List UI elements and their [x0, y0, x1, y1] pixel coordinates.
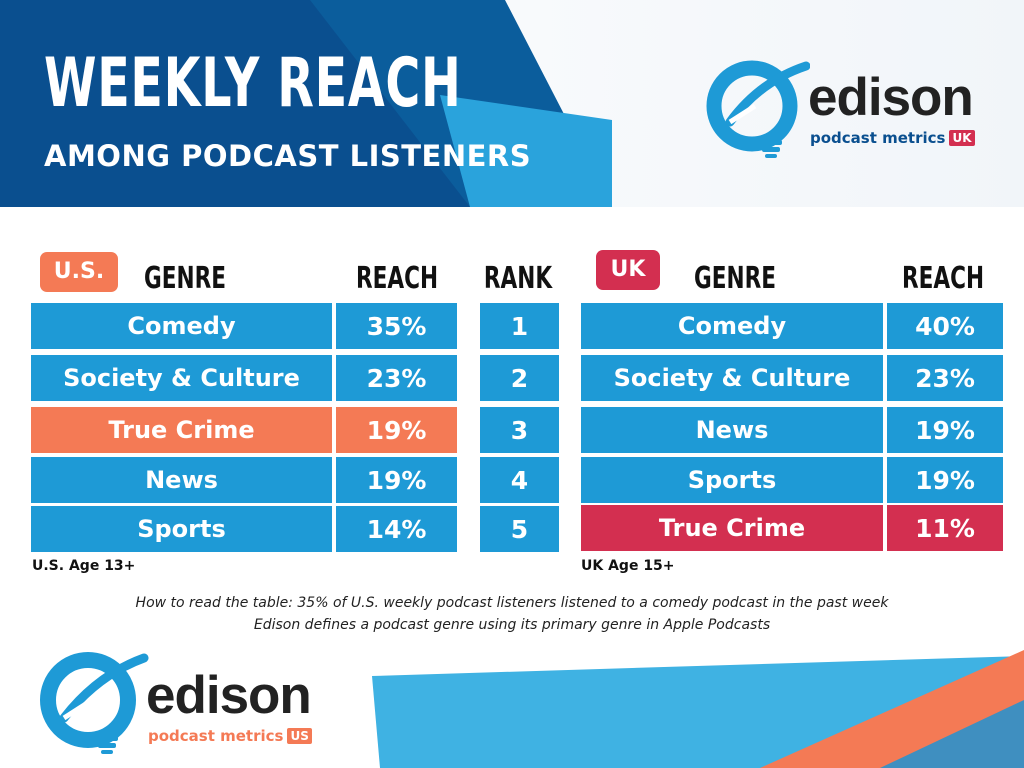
us-age-note: U.S. Age 13+	[32, 558, 136, 574]
logo-wordmark: edison	[146, 666, 312, 725]
footer-steel-shape	[880, 700, 1024, 768]
edison-us-logo: edison podcast metrics US	[34, 650, 334, 760]
logo-wordmark: edison	[808, 68, 974, 127]
logo-tagline: podcast metrics UK	[810, 128, 975, 148]
uk-badge: UK	[596, 250, 660, 290]
rank-cell: 5	[480, 506, 559, 552]
lightbulb-logo-icon	[40, 652, 149, 754]
rank-cell: 4	[480, 457, 559, 503]
us-badge: U.S.	[40, 252, 118, 292]
uk-reach-cell: 11%	[887, 505, 1003, 551]
us-reach-cell: 35%	[336, 303, 457, 349]
us-reach-cell: 19%	[336, 407, 457, 453]
us-reach-cell: 23%	[336, 355, 457, 401]
us-reach-cell: 14%	[336, 506, 457, 552]
page-subtitle: AMONG PODCAST LISTENERS	[44, 139, 532, 173]
uk-reach-cell: 40%	[887, 303, 1003, 349]
uk-genre-header: GENRE	[694, 261, 776, 296]
uk-reach-cell: 23%	[887, 355, 1003, 401]
logo-badge-uk: UK	[949, 130, 975, 146]
rank-cell: 1	[480, 303, 559, 349]
header-darker-shape	[0, 0, 470, 207]
page-title: WEEKLY REACH	[44, 44, 462, 123]
us-genre-cell: Sports	[31, 506, 332, 552]
how-to-read-note: How to read the table: 35% of U.S. weekl…	[135, 595, 889, 611]
uk-genre-cell: Society & Culture	[581, 355, 883, 401]
rank-header: RANK	[483, 261, 553, 296]
us-genre-cell: News	[31, 457, 332, 503]
logo-tagline-text: podcast metrics	[148, 727, 284, 745]
uk-reach-cell: 19%	[887, 407, 1003, 453]
uk-reach-cell: 19%	[887, 457, 1003, 503]
logo-tagline-text: podcast metrics	[810, 129, 946, 147]
uk-genre-cell: True Crime	[581, 505, 883, 551]
us-genre-cell: Society & Culture	[31, 355, 332, 401]
logo-badge-us: US	[287, 728, 312, 744]
uk-age-note: UK Age 15+	[581, 558, 675, 574]
rank-cell: 3	[480, 407, 559, 453]
uk-genre-cell: Sports	[581, 457, 883, 503]
us-reach-cell: 19%	[336, 457, 457, 503]
uk-genre-cell: Comedy	[581, 303, 883, 349]
rank-cell: 2	[480, 355, 559, 401]
us-genre-header: GENRE	[144, 261, 226, 296]
uk-genre-cell: News	[581, 407, 883, 453]
uk-reach-header: REACH	[901, 261, 985, 296]
genre-definition-note: Edison defines a podcast genre using its…	[253, 617, 771, 633]
us-genre-cell: Comedy	[31, 303, 332, 349]
lightbulb-logo-icon	[706, 60, 810, 158]
logo-tagline: podcast metrics US	[148, 726, 312, 746]
edison-uk-logo: edison podcast metrics UK	[700, 58, 990, 162]
us-genre-cell: True Crime	[31, 407, 332, 453]
us-reach-header: REACH	[355, 261, 439, 296]
header-accent-shape	[440, 95, 612, 207]
